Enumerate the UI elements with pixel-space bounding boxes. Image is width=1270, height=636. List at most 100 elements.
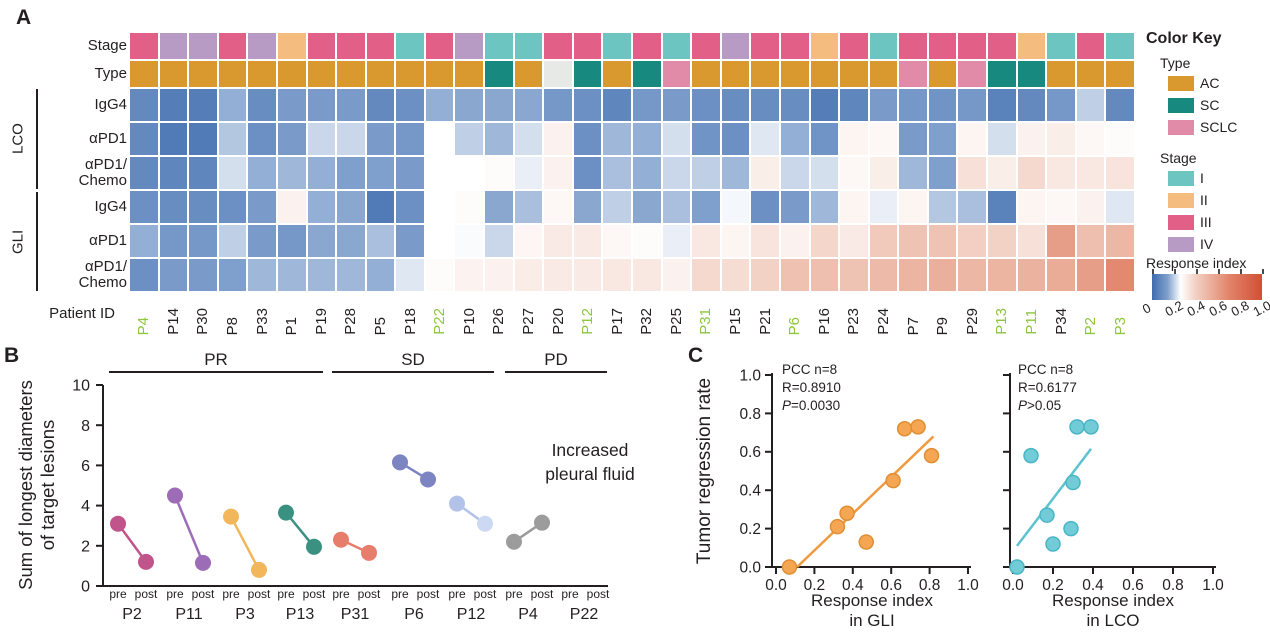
heatmap-cell xyxy=(337,225,365,257)
stage-cell xyxy=(514,33,543,59)
heatmap-cell xyxy=(928,123,957,155)
heatmap-cell xyxy=(633,123,661,155)
heatmap-cell xyxy=(751,123,779,155)
heatmap-cell xyxy=(248,89,276,121)
heatmap-cell xyxy=(988,89,1016,121)
stage-key-item-label: II xyxy=(1200,192,1208,208)
b-annotation: Increased xyxy=(552,440,629,460)
patient-id-label: P16 xyxy=(815,308,833,335)
heatmap-cell xyxy=(1017,89,1046,121)
c-data-point xyxy=(1023,447,1039,464)
heatmap-cell xyxy=(751,157,779,189)
heatmap-cell xyxy=(159,259,188,291)
heatmap-cell xyxy=(130,89,158,121)
patient-id-cell: P29 xyxy=(958,293,986,335)
response-tick-label: 0.8 xyxy=(1228,297,1252,320)
heatmap-cell xyxy=(1047,225,1075,257)
type-key-item-label: SC xyxy=(1200,97,1220,113)
stage-cell xyxy=(1106,33,1134,59)
type-cell xyxy=(218,61,247,87)
type-cell xyxy=(248,61,276,87)
b-patient-label: P2 xyxy=(122,606,142,623)
patient-id-label: P18 xyxy=(401,308,419,335)
b-pre-point xyxy=(223,508,239,525)
stage-cell xyxy=(780,33,809,59)
c-x-tick-label: 0.0 xyxy=(1002,577,1024,594)
b-connector-line xyxy=(229,516,261,571)
heatmap-cell xyxy=(189,191,217,223)
color-key-type-title: Type xyxy=(1160,55,1191,71)
heatmap-cell xyxy=(366,225,395,257)
heatmap-row-label: αPD1/Chemo xyxy=(78,258,127,291)
heatmap-cell xyxy=(662,259,691,291)
patient-id-label: P8 xyxy=(224,316,242,335)
patient-id-cell: P19 xyxy=(308,293,336,335)
c-data-point xyxy=(839,505,855,521)
patient-id-cell: P14 xyxy=(160,293,188,335)
c-y-tick-label: 0.2 xyxy=(739,521,761,538)
b-response-group-label: PR xyxy=(204,350,228,369)
b-pre-label: pre xyxy=(166,587,184,601)
heatmap-cell xyxy=(485,89,513,121)
heatmap-cell xyxy=(425,225,454,257)
b-post-label: post xyxy=(474,587,497,601)
patient-id-label: P21 xyxy=(756,308,774,335)
type-cell xyxy=(988,61,1016,87)
b-pre-point xyxy=(506,533,522,550)
stage-key-item-swatch xyxy=(1168,170,1194,186)
type-cell xyxy=(721,61,750,87)
stage-cell xyxy=(1076,33,1105,59)
heatmap-cell xyxy=(1106,123,1134,155)
type-cell xyxy=(455,61,484,87)
b-pre-point xyxy=(333,531,349,548)
group-bracket-line xyxy=(36,192,38,291)
c-data-point xyxy=(1009,559,1025,575)
b-pre-label: pre xyxy=(332,587,350,601)
b-response-group-label: PD xyxy=(544,350,568,369)
b-y-tick-label: 6 xyxy=(81,458,90,475)
heatmap-cell xyxy=(869,157,898,189)
type-cell xyxy=(603,61,631,87)
heatmap-cell xyxy=(425,123,454,155)
heatmap-cell xyxy=(988,259,1016,291)
heatmap-cell xyxy=(455,123,484,155)
heatmap-cell xyxy=(396,157,424,189)
heatmap-cell xyxy=(1106,259,1134,291)
heatmap-cell xyxy=(751,191,779,223)
heatmap-cell xyxy=(573,191,602,223)
b-post-point xyxy=(361,544,377,561)
response-index-title: Response index xyxy=(1146,255,1247,271)
b-annotation: pleural fluid xyxy=(545,464,635,484)
group-bracket-line xyxy=(36,89,38,189)
patient-id-cell: P31 xyxy=(692,293,720,335)
c-x-tick-label: 1.0 xyxy=(1202,577,1224,594)
stage-key-item: III xyxy=(1168,214,1212,230)
heatmap-cell xyxy=(869,259,898,291)
panel-c-label: C xyxy=(688,344,704,367)
heatmap-cell xyxy=(899,191,927,223)
response-tick-label: 0 xyxy=(1139,300,1154,317)
type-cell xyxy=(751,61,779,87)
heatmap-cell xyxy=(544,157,572,189)
heatmap-cell xyxy=(248,191,276,223)
heatmap-cell xyxy=(633,157,661,189)
heatmap-cell xyxy=(573,89,602,121)
heatmap-cell xyxy=(780,225,809,257)
patient-id-label: P30 xyxy=(194,308,212,335)
c-stat-line: P=0.0030 xyxy=(782,398,840,413)
heatmap-cell xyxy=(899,157,927,189)
heatmap-cell xyxy=(159,123,188,155)
heatmap-cell xyxy=(514,259,543,291)
panel-c-chart: 0.0 0.2 0.4 0.6 0.8 1.0 0.0 0.2 0.4 0.6 0.8 1.0 PCC … xyxy=(694,362,1224,630)
heatmap-cell xyxy=(455,89,484,121)
heatmap-cell xyxy=(248,225,276,257)
c-x-tick-label: 1.0 xyxy=(957,577,979,594)
c-data-point xyxy=(923,447,940,464)
patient-id-cell: P22 xyxy=(426,293,454,335)
heatmap-cell xyxy=(485,191,513,223)
heatmap-cell xyxy=(662,191,691,223)
type-cell xyxy=(485,61,513,87)
stage-key-item-swatch xyxy=(1168,236,1194,252)
stage-cell xyxy=(248,33,276,59)
c-y-axis-label: Tumor regression rate xyxy=(694,378,715,564)
